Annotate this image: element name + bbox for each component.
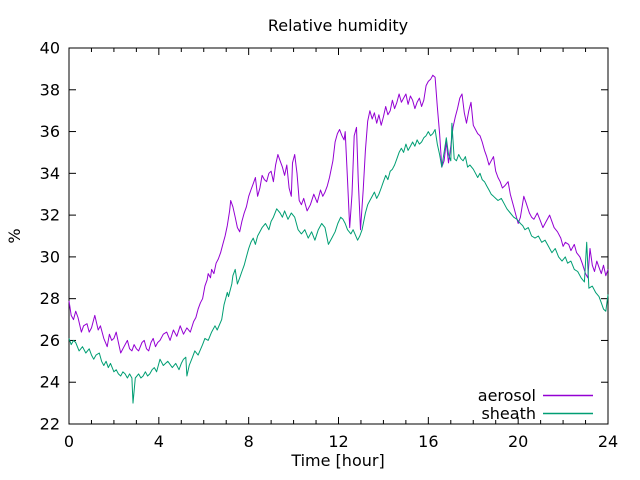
x-tick-label: 16 <box>418 432 438 451</box>
x-tick-label: 0 <box>64 432 74 451</box>
plot-border <box>68 47 609 425</box>
series-line-sheath <box>68 122 609 404</box>
axis-tick-labels: 0 4 8 12 16 20 24 22 24 26 28 30 32 34 36 38 40 <box>40 39 619 452</box>
y-tick-label: 40 <box>40 39 60 58</box>
y-tick-label: 24 <box>40 373 60 392</box>
x-tick-label: 20 <box>508 432 528 451</box>
x-tick-label: 4 <box>154 432 164 451</box>
chart-title: Relative humidity <box>268 16 408 35</box>
y-tick-label: 26 <box>40 331 60 350</box>
x-tick-label: 12 <box>328 432 348 451</box>
series-lines <box>68 74 609 404</box>
x-tick-label: 24 <box>598 432 618 451</box>
y-tick-label: 22 <box>40 415 60 434</box>
series-line-aerosol <box>68 74 609 354</box>
y-tick-label: 30 <box>40 247 60 266</box>
y-tick-label: 36 <box>40 122 60 141</box>
y-tick-label: 32 <box>40 206 60 225</box>
legend-label-aerosol: aerosol <box>478 386 536 405</box>
y-tick-label: 28 <box>40 289 60 308</box>
legend-label-sheath: sheath <box>481 404 536 423</box>
x-tick-label: 8 <box>244 432 254 451</box>
axis-ticks <box>68 47 609 425</box>
legend: aerosol sheath <box>478 386 593 423</box>
x-axis-label: Time [hour] <box>290 451 384 470</box>
y-tick-label: 38 <box>40 80 60 99</box>
y-axis-label: % <box>5 228 24 243</box>
y-tick-label: 34 <box>40 164 60 183</box>
